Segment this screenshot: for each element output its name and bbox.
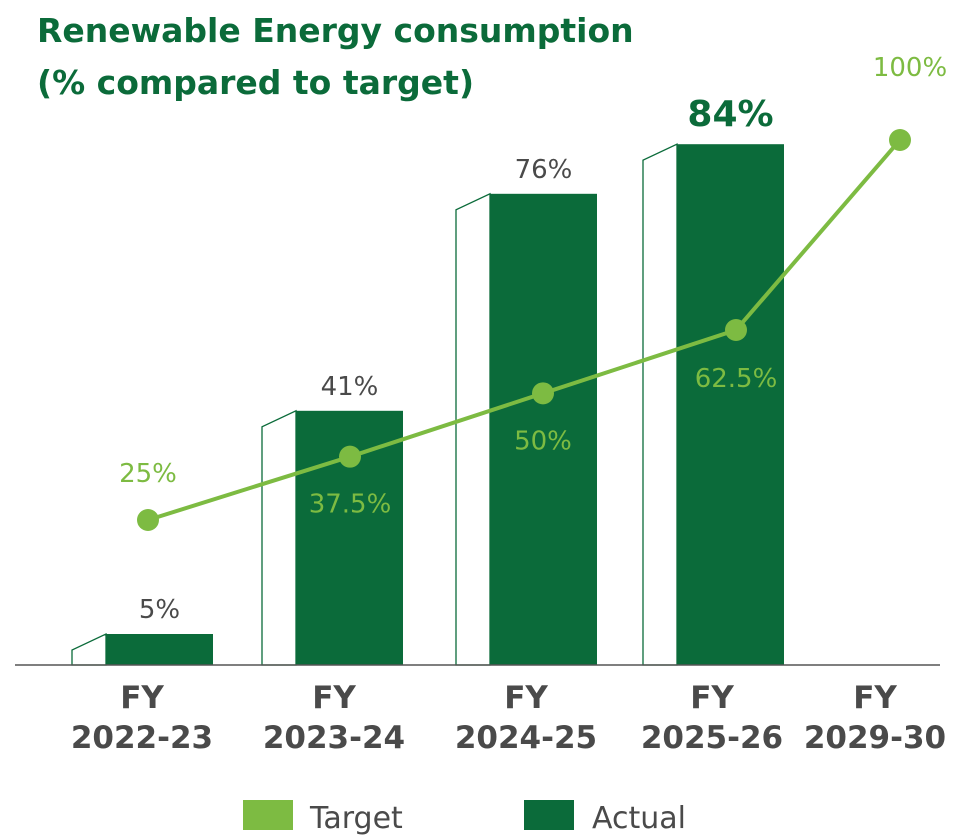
category-label-fy-4: FY <box>690 680 734 716</box>
data-label-target-5: 100% <box>873 53 947 83</box>
data-label-actual-1: 5% <box>139 595 180 625</box>
bar-shadow-2 <box>261 409 297 666</box>
bar-shadow-3 <box>455 192 491 666</box>
data-label-target-2: 37.5% <box>309 490 392 520</box>
bar-shadow-1 <box>71 632 107 666</box>
category-label-fy-3: FY <box>504 680 548 716</box>
target-point-1 <box>137 509 159 531</box>
data-label-target-3: 50% <box>514 426 572 456</box>
bar-actual-4 <box>677 144 784 665</box>
target-point-4 <box>725 319 747 341</box>
chart-title-line-2: (% compared to target) <box>37 63 474 102</box>
category-label-fy-5: FY <box>853 680 897 716</box>
data-label-actual-3: 76% <box>515 155 573 185</box>
bar-shadow-4 <box>642 143 678 666</box>
bar-actual-1 <box>106 634 213 665</box>
data-label-actual-2: 41% <box>321 372 379 402</box>
legend-label-target: Target <box>309 801 403 836</box>
data-label-target-4: 62.5% <box>695 364 778 394</box>
category-label-year-4: 2025-26 <box>641 720 783 756</box>
plot-area: 5% 41% 76% 84% 25% 37.5% 50% 62.5% 100% <box>71 53 947 666</box>
legend-label-actual: Actual <box>592 801 686 836</box>
data-label-target-1: 25% <box>119 459 177 489</box>
target-point-2 <box>339 445 361 468</box>
category-label-year-1: 2022-23 <box>71 720 213 756</box>
data-label-actual-4: 84% <box>687 94 773 135</box>
category-label-fy-1: FY <box>120 680 164 716</box>
category-labels: FY 2022-23 FY 2023-24 FY 2024-25 FY 2025-26 FY 20… <box>71 680 946 756</box>
legend-swatch-target <box>243 800 293 830</box>
category-label-year-5: 2029-30 <box>804 720 946 756</box>
legend: Target Actual <box>243 800 686 836</box>
category-label-year-2: 2023-24 <box>263 720 405 756</box>
bar-actual-3 <box>490 193 597 666</box>
chart-title-line-1: Renewable Energy consumption <box>37 11 634 50</box>
target-point-3 <box>532 382 554 405</box>
target-point-5 <box>889 129 911 151</box>
category-label-year-3: 2024-25 <box>455 720 597 756</box>
legend-swatch-actual <box>524 800 574 830</box>
category-label-fy-2: FY <box>312 680 356 716</box>
